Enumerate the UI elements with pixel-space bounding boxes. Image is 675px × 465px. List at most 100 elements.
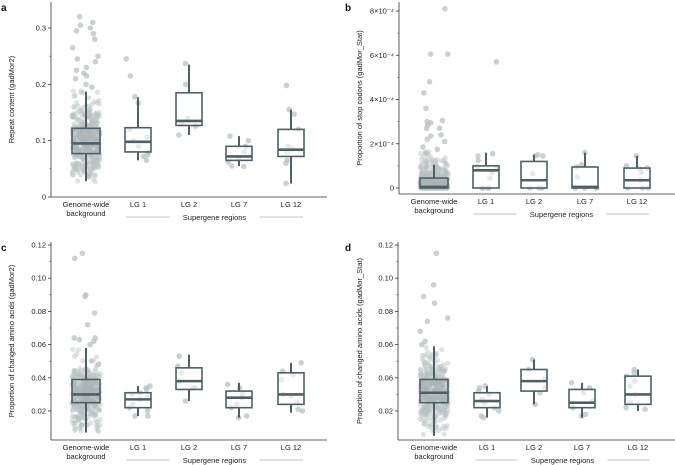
data-point [70, 172, 77, 178]
group-label: Supergene regions [530, 210, 594, 219]
data-point [417, 371, 423, 378]
data-point [432, 381, 438, 387]
data-point [90, 131, 97, 137]
data-point [421, 352, 428, 358]
data-point [77, 379, 83, 385]
data-point [423, 359, 429, 366]
data-point [423, 105, 429, 112]
data-point [80, 133, 87, 139]
data-point [418, 371, 424, 377]
data-point [438, 380, 444, 386]
data-point [422, 402, 428, 409]
data-point [95, 129, 101, 135]
data-point [425, 408, 431, 414]
data-point [70, 112, 76, 118]
data-point [87, 386, 93, 392]
data-point [87, 379, 93, 386]
data-point [87, 420, 94, 426]
data-point [91, 413, 97, 419]
data-point [438, 179, 445, 186]
y-axis-label: Proportion of changed amino acids (gadMo… [7, 264, 16, 417]
data-point [432, 381, 439, 387]
data-point [87, 25, 94, 31]
data-point [93, 413, 99, 419]
data-point [94, 380, 100, 387]
data-point [434, 387, 441, 393]
data-point [433, 181, 439, 187]
data-point [433, 408, 440, 414]
data-point [421, 165, 427, 171]
data-point [435, 165, 441, 171]
data-point [623, 404, 629, 411]
data-point [429, 364, 435, 370]
data-point [442, 395, 448, 401]
data-point [443, 413, 449, 420]
data-point [440, 165, 446, 171]
data-point [427, 374, 434, 380]
data-point [445, 170, 451, 176]
data-point [71, 93, 77, 99]
data-point [79, 153, 85, 160]
data-point [421, 421, 427, 427]
y-tick-label: 0.06 [31, 340, 46, 349]
data-point [92, 110, 99, 116]
data-point [92, 112, 98, 119]
data-point [418, 151, 424, 157]
data-point [443, 167, 449, 174]
data-point [87, 169, 93, 175]
data-point [131, 93, 138, 100]
data-point [433, 178, 439, 184]
data-point [78, 163, 85, 169]
data-point [71, 335, 77, 341]
data-point [81, 137, 87, 144]
y-tick-label: 0 [42, 193, 46, 202]
data-point [421, 178, 427, 185]
data-point [422, 410, 428, 416]
data-point [71, 403, 77, 409]
data-point [227, 133, 233, 139]
data-point [69, 413, 75, 420]
data-point [72, 75, 79, 82]
data-point [424, 406, 430, 412]
data-point [418, 341, 425, 348]
data-point [77, 370, 83, 376]
data-point [76, 146, 83, 152]
data-point [78, 108, 84, 114]
x-tick-label: LG 2 [181, 200, 197, 209]
data-point [77, 372, 83, 378]
data-point [441, 395, 447, 401]
data-point [421, 394, 428, 400]
data-point [87, 387, 93, 393]
data-point [79, 406, 85, 412]
data-point [420, 407, 426, 413]
data-point [89, 117, 95, 124]
data-point [92, 408, 98, 414]
data-point [440, 385, 446, 391]
data-point [83, 64, 90, 71]
data-point [434, 357, 441, 364]
y-tick-label: 8×10⁻⁴ [370, 7, 394, 16]
data-point [89, 121, 96, 128]
data-point [73, 384, 79, 390]
data-point [72, 154, 78, 160]
data-point [423, 412, 429, 418]
data-point [70, 167, 77, 173]
data-point [69, 372, 76, 378]
data-point [91, 164, 97, 170]
panel-a: a 0 0.1 0.2 0.3 Repeat content (gadMor2) Genom… [1, 2, 327, 222]
data-point [419, 353, 425, 359]
data-point [96, 101, 102, 107]
data-point [90, 30, 97, 37]
data-point [96, 158, 102, 164]
data-point [80, 144, 86, 150]
data-point [83, 132, 89, 139]
data-point [436, 406, 442, 412]
data-point [420, 144, 426, 150]
data-point [429, 395, 435, 401]
data-point [85, 379, 91, 385]
data-point [424, 387, 430, 393]
data-point [89, 135, 95, 141]
data-point [426, 421, 432, 427]
box-genome-wide [419, 346, 449, 436]
data-point [92, 366, 98, 372]
